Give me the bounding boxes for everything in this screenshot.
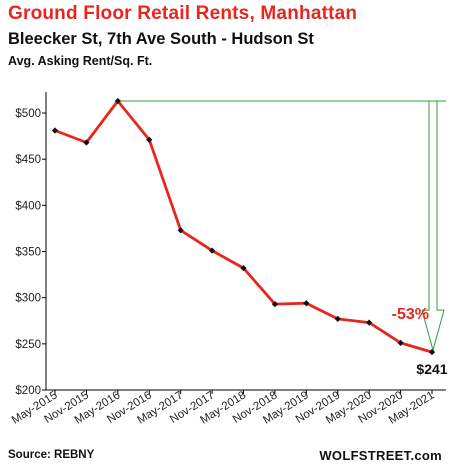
- data-point-marker: [83, 139, 90, 146]
- data-point-marker: [397, 339, 404, 347]
- y-axis-label: Avg. Asking Rent/Sq. Ft.: [8, 54, 153, 68]
- y-tick-label: $250: [15, 339, 41, 351]
- y-tick-label: $500: [15, 108, 41, 120]
- decline-arrow: [421, 100, 445, 353]
- chart-title: Ground Floor Retail Rents, Manhattan: [8, 3, 358, 24]
- data-point-marker: [51, 127, 59, 134]
- data-series: [51, 97, 436, 356]
- last-value-label: $241: [416, 361, 447, 377]
- y-tick-label: $200: [15, 385, 41, 397]
- data-point-marker: [334, 315, 341, 323]
- decline-annotation: [117, 100, 446, 353]
- y-tick-label: $300: [15, 293, 41, 305]
- data-point-marker: [114, 97, 121, 105]
- source-note: Source: REBNY: [8, 449, 95, 461]
- publisher-credit: WOLFSTREET.com: [319, 448, 442, 463]
- annotation-labels: -53% $241: [392, 306, 448, 377]
- data-point-marker: [366, 319, 373, 326]
- data-point-marker: [271, 301, 279, 308]
- data-point-marker: [208, 247, 216, 254]
- percent-change-label: -53%: [392, 306, 429, 323]
- y-tick-label: $350: [15, 247, 41, 259]
- chart-subtitle: Bleecker St, 7th Ave South - Hudson St: [8, 30, 314, 48]
- y-tick-label: $450: [15, 154, 41, 166]
- y-tick-label: $400: [15, 200, 41, 212]
- chart-axes: $200$250$300$350$400$450$500May-2015Nov-…: [10, 92, 446, 427]
- rent-series-line: [54, 99, 433, 354]
- data-point-marker: [303, 300, 310, 307]
- data-point-marker: [428, 349, 436, 356]
